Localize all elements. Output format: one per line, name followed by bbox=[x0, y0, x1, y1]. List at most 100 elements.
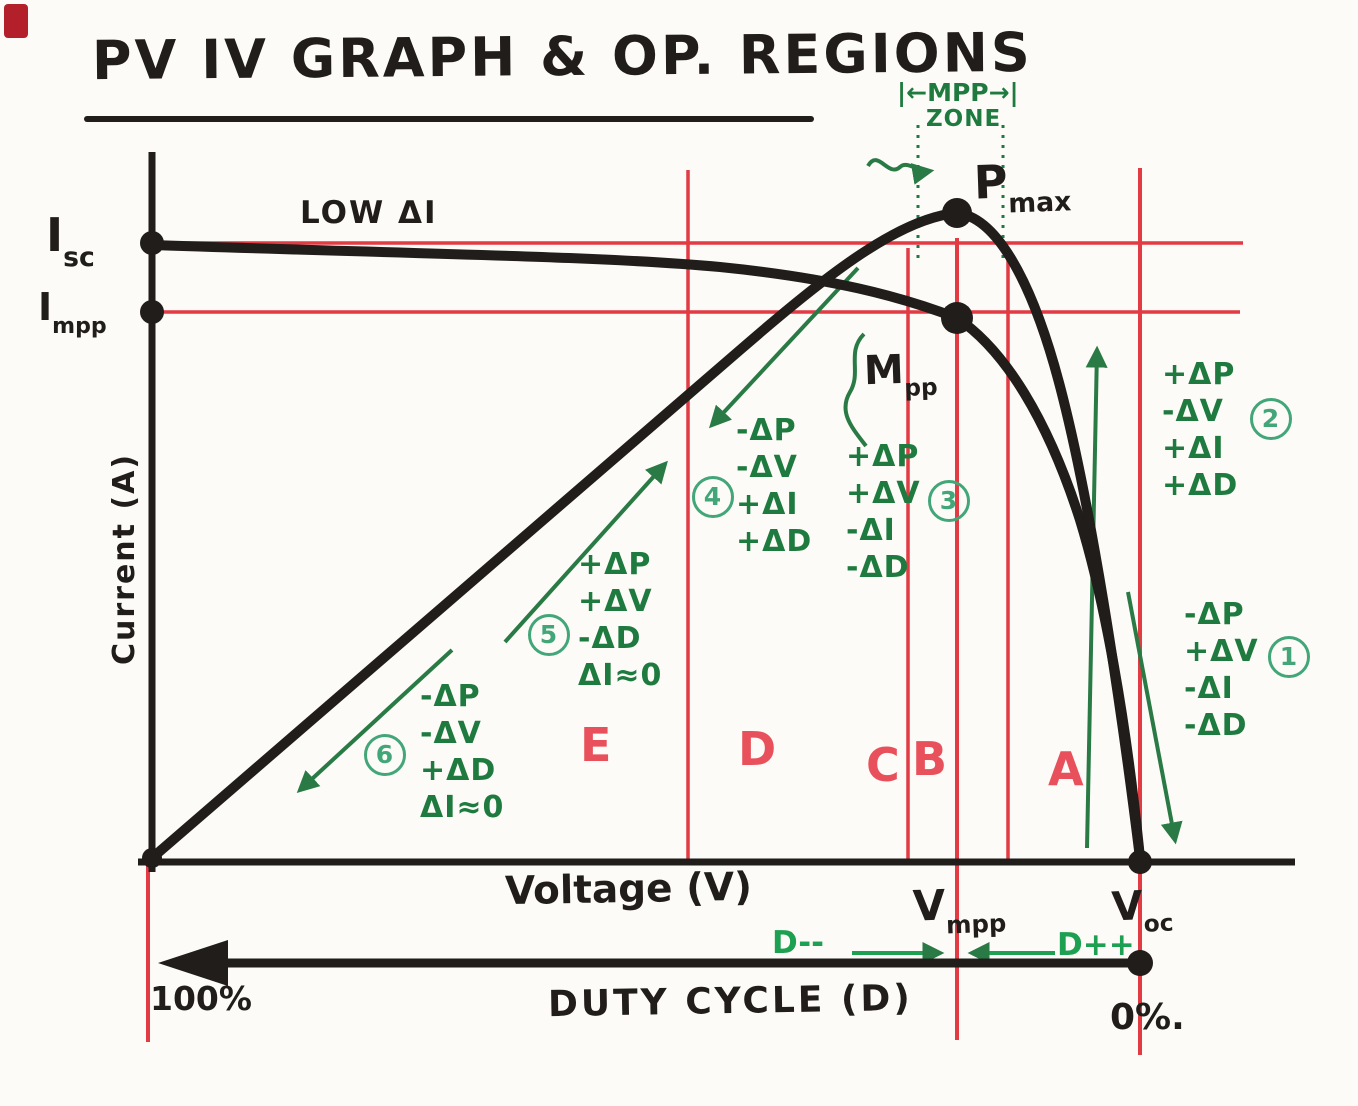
pmax-base: P bbox=[972, 154, 1009, 210]
voc-base: V bbox=[1110, 883, 1145, 931]
page-title-text: PV IV GRAPH & OP. REGIONS bbox=[91, 20, 1034, 93]
isc-label: Isc bbox=[46, 212, 95, 271]
arrow-region-a-up-icon bbox=[1085, 345, 1108, 849]
mpp-zone-marker-text: |←MPP→| bbox=[897, 78, 1019, 107]
impp-label: Impp bbox=[38, 285, 107, 337]
region-label-e: E bbox=[580, 722, 611, 768]
delta-note-6-line: -ΔV bbox=[420, 716, 482, 751]
arrow-power-rising-down-icon bbox=[296, 648, 454, 793]
region-label-d: D bbox=[738, 726, 776, 772]
circled-number-6: 6 bbox=[364, 734, 406, 776]
region-a-text: A bbox=[1048, 742, 1084, 796]
delta-note-2-line: -ΔV bbox=[1162, 394, 1224, 429]
mpp-zone-marker-label: |←MPP→| bbox=[897, 80, 1019, 105]
delta-note-5-line: +ΔV bbox=[578, 584, 653, 619]
duty-axis-label: DUTY CYCLE (D) bbox=[547, 977, 914, 1026]
mpp-label: Mpp bbox=[863, 346, 938, 402]
delta-note-6-line: -ΔP bbox=[420, 679, 481, 714]
squiggle-arrow-mpp-zone-icon bbox=[866, 158, 935, 185]
vmpp-base: V bbox=[912, 880, 947, 931]
region-b-text: B bbox=[912, 732, 948, 786]
current-axis-text: Current (A) bbox=[107, 452, 142, 665]
delta-note-1-line: -ΔD bbox=[1184, 708, 1248, 743]
duty-0-label: 0%. bbox=[1110, 1000, 1185, 1036]
duty-0-text: 0%. bbox=[1110, 997, 1185, 1038]
delta-note-4: -ΔP -ΔV +ΔI +ΔD 4 bbox=[692, 412, 813, 560]
circled-number-2: 2 bbox=[1250, 398, 1292, 440]
delta-note-3-line: +ΔP bbox=[846, 439, 920, 474]
delta-note-2-line: +ΔP bbox=[1162, 357, 1236, 392]
pmax-point bbox=[942, 198, 972, 228]
region-c-text: C bbox=[866, 738, 900, 792]
region-label-a: A bbox=[1048, 746, 1084, 792]
duty-increase-text: D++ bbox=[1057, 927, 1135, 963]
delta-note-4-line: +ΔD bbox=[736, 524, 813, 559]
duty-decrease-label: D-- bbox=[772, 928, 824, 959]
mpp-zone-word-text: ZONE bbox=[926, 106, 1002, 132]
delta-note-5: +ΔP +ΔV -ΔD ΔI≈0 5 bbox=[528, 546, 663, 694]
delta-note-5-line: ΔI≈0 bbox=[578, 658, 663, 693]
impp-base: I bbox=[38, 285, 53, 329]
isc-base: I bbox=[46, 208, 64, 262]
delta-note-4-line: -ΔV bbox=[736, 450, 798, 485]
delta-note-1-line: -ΔI bbox=[1184, 671, 1234, 706]
delta-note-2: +ΔP -ΔV +ΔI +ΔD 2 bbox=[1162, 356, 1292, 504]
voc-sub: oc bbox=[1143, 909, 1175, 939]
delta-note-6-line: ΔI≈0 bbox=[420, 790, 505, 825]
low-delta-i-label: LOW ΔI bbox=[300, 198, 438, 229]
low-delta-i-text: LOW ΔI bbox=[300, 195, 438, 231]
region-e-text: E bbox=[580, 718, 612, 772]
region-label-b: B bbox=[912, 736, 947, 782]
duty-zero-point bbox=[1127, 950, 1153, 976]
region-d-text: D bbox=[738, 722, 777, 776]
pmax-sub: max bbox=[1007, 186, 1072, 220]
region-label-c: C bbox=[866, 742, 900, 788]
impp-point bbox=[140, 300, 164, 324]
delta-note-6: -ΔP -ΔV +ΔD ΔI≈0 6 bbox=[364, 678, 505, 826]
delta-note-4-line: -ΔP bbox=[736, 413, 797, 448]
current-axis-label: Current (A) bbox=[107, 452, 142, 665]
voc-point bbox=[1128, 850, 1152, 874]
power-curve bbox=[147, 208, 1145, 863]
delta-note-2-line: +ΔD bbox=[1162, 468, 1239, 503]
voltage-axis-text: Voltage (V) bbox=[504, 864, 753, 915]
mpp-sub: pp bbox=[903, 373, 939, 403]
circled-number-1: 1 bbox=[1268, 636, 1310, 678]
origin-point bbox=[142, 848, 162, 868]
vmpp-label: Vmpp bbox=[912, 880, 1007, 940]
scan-corner-artifact bbox=[4, 4, 28, 38]
duty-decrease-text: D-- bbox=[772, 925, 825, 961]
duty-increase-label: D++ bbox=[1057, 930, 1135, 961]
title-underline bbox=[84, 116, 814, 122]
arrow-iv-region-d-icon bbox=[709, 266, 860, 429]
vmpp-sub: mpp bbox=[945, 908, 1007, 940]
delta-note-3: +ΔP +ΔV -ΔI -ΔD 3 bbox=[846, 438, 970, 586]
delta-note-5-line: -ΔD bbox=[578, 621, 642, 656]
delta-note-3-line: -ΔI bbox=[846, 513, 896, 548]
delta-note-1-line: -ΔP bbox=[1184, 597, 1245, 632]
duty-100-label: 100% bbox=[150, 982, 252, 1015]
duty-100-text: 100% bbox=[150, 979, 252, 1018]
pmax-label: Pmax bbox=[972, 154, 1072, 220]
voltage-axis-label: Voltage (V) bbox=[504, 864, 753, 915]
delta-note-5-line: +ΔP bbox=[578, 547, 652, 582]
mpp-zone-word-label: ZONE bbox=[926, 108, 1001, 131]
arrow-toward-voc-down-icon bbox=[1126, 591, 1183, 845]
delta-note-1: -ΔP +ΔV -ΔI -ΔD 1 bbox=[1184, 596, 1310, 744]
circled-number-4: 4 bbox=[692, 476, 734, 518]
isc-point bbox=[140, 231, 164, 255]
duty-axis-text: DUTY CYCLE (D) bbox=[547, 977, 914, 1026]
circled-number-5: 5 bbox=[528, 614, 570, 656]
squiggle-connector-mpp-icon bbox=[843, 332, 868, 448]
duty-axis-arrowhead-icon bbox=[158, 940, 228, 986]
circled-number-3: 3 bbox=[928, 480, 970, 522]
delta-note-3-line: +ΔV bbox=[846, 476, 921, 511]
page-title: PV IV GRAPH & OP. REGIONS bbox=[92, 21, 1033, 92]
mpp-base: M bbox=[863, 346, 905, 395]
delta-note-3-line: -ΔD bbox=[846, 550, 910, 585]
delta-note-6-line: +ΔD bbox=[420, 753, 497, 788]
delta-note-1-line: +ΔV bbox=[1184, 634, 1259, 669]
arrow-power-rising-up-icon bbox=[503, 460, 668, 644]
